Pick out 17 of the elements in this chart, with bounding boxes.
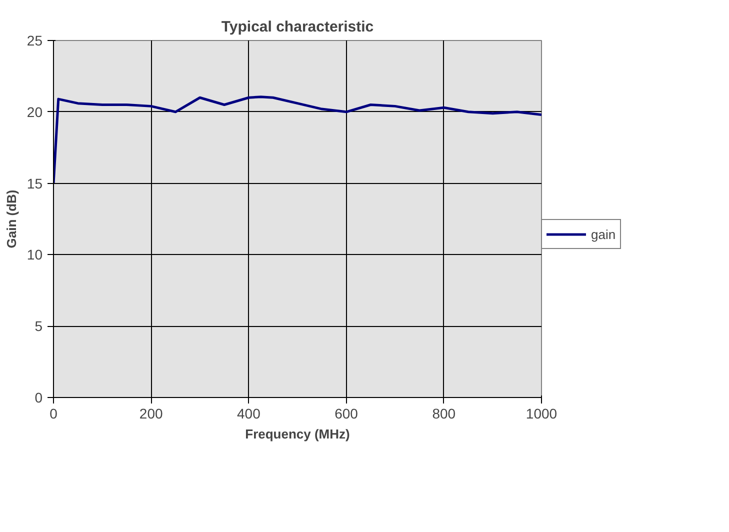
y-tick-label: 20 — [26, 104, 43, 120]
x-tick-label: 800 — [432, 406, 456, 422]
chart-title: Typical characteristic — [221, 18, 374, 36]
y-axis-title: Gain (dB) — [4, 190, 19, 248]
x-tick-label: 600 — [334, 406, 358, 422]
x-tick-label: 1000 — [526, 406, 558, 422]
x-tick-label: 400 — [237, 406, 261, 422]
y-tick-label: 0 — [34, 390, 43, 406]
line-series — [54, 96, 542, 185]
x-tick-label: 0 — [50, 406, 58, 422]
y-tick-label: 15 — [26, 175, 43, 192]
y-tick-label: 25 — [26, 32, 43, 48]
x-axis-title: Frequency (MHz) — [245, 426, 350, 442]
y-tick-label: 10 — [26, 246, 43, 263]
y-tick-label: 5 — [34, 318, 43, 334]
legend-label: gain — [591, 226, 616, 242]
x-tick-label: 200 — [139, 406, 163, 422]
